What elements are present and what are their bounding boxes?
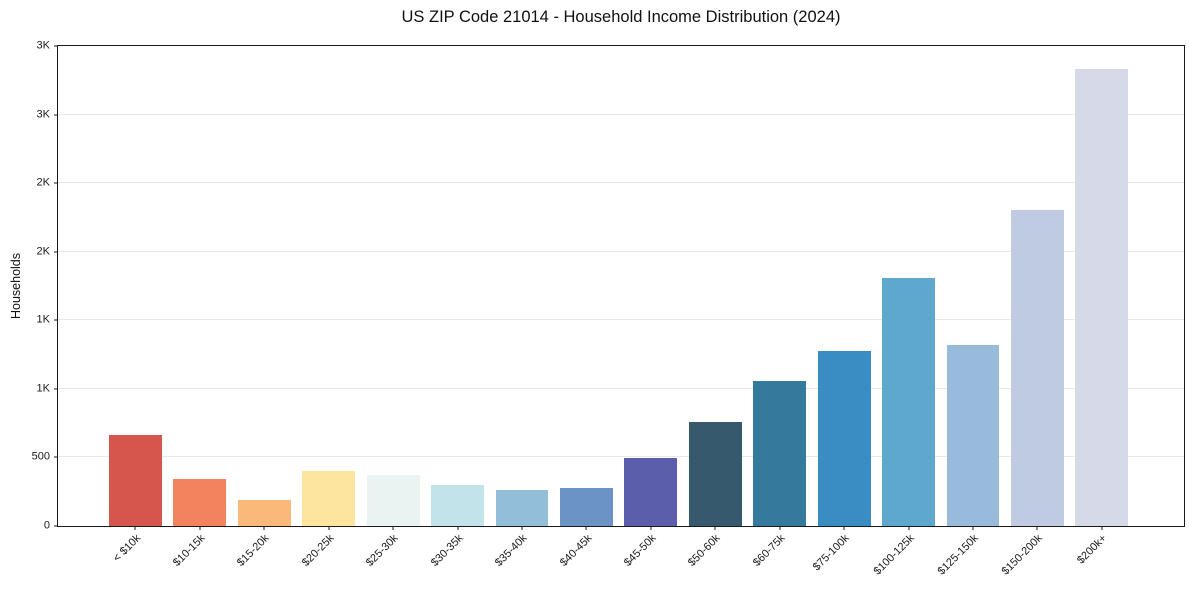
y-tick-mark <box>54 251 58 253</box>
x-tick-label: $200k+ <box>1075 532 1110 567</box>
bar <box>1075 69 1129 526</box>
bar <box>817 351 871 526</box>
bar <box>559 488 613 526</box>
x-tick-mark <box>263 526 265 530</box>
x-tick-mark <box>843 526 845 530</box>
y-tick-mark <box>54 525 58 527</box>
x-tick-label: $125-150k <box>935 532 981 578</box>
x-tick-label: $50-60k <box>686 532 724 569</box>
x-tick-mark <box>199 526 201 530</box>
bar <box>108 434 162 526</box>
gridline <box>58 182 1184 184</box>
bar <box>173 479 227 526</box>
y-tick-label: 3K <box>36 39 50 52</box>
x-tick-mark <box>134 526 136 530</box>
bar <box>431 484 484 526</box>
x-tick-label: $45-50k <box>621 532 659 569</box>
x-tick-mark <box>457 526 459 530</box>
y-tick-label: 2K <box>36 245 50 258</box>
x-tick-label: $150-200k <box>999 532 1046 578</box>
x-tick-label: $35-40k <box>493 532 530 569</box>
x-tick-label: $15-20k <box>235 532 273 569</box>
x-tick-mark <box>1101 526 1103 530</box>
x-tick-mark <box>1036 526 1038 530</box>
y-tick-mark <box>54 456 58 458</box>
y-axis-label: Households <box>9 252 23 320</box>
x-tick-mark <box>585 526 587 530</box>
x-tick-mark <box>972 526 974 530</box>
chart-title: US ZIP Code 21014 - Household Income Dis… <box>401 8 841 26</box>
x-tick-label: $10-15k <box>170 532 208 569</box>
x-tick-mark <box>714 526 716 530</box>
bar <box>946 344 1000 526</box>
bar <box>1010 209 1064 526</box>
x-tick-label: $60-75k <box>750 532 788 569</box>
x-tick-mark <box>779 526 781 530</box>
y-tick-label: 500 <box>31 450 50 463</box>
y-tick-mark <box>54 114 58 116</box>
y-tick-label: 3K <box>36 108 50 121</box>
y-tick-label: 0 <box>43 519 50 532</box>
gridline <box>58 319 1184 321</box>
y-tick-mark <box>54 319 58 321</box>
bar <box>688 422 742 526</box>
x-tick-label: $30-35k <box>428 532 466 569</box>
x-tick-label: $20-25k <box>299 532 337 569</box>
plot-area: 0 500 1K 1K 2K 2K 3K 3K < $10k $10-15k $15-20k $20… <box>32 40 1185 578</box>
bar <box>753 380 807 526</box>
x-tick-mark <box>328 526 330 530</box>
gridline <box>58 387 1184 389</box>
gridline <box>58 456 1184 458</box>
x-tick-mark <box>392 526 394 530</box>
y-tick-label: 1K <box>36 313 50 326</box>
x-tick-mark <box>908 526 910 530</box>
gridline <box>58 250 1184 252</box>
bar <box>624 458 678 526</box>
x-tick-label: < $10k <box>111 532 144 565</box>
x-tick-label: $40-45k <box>557 532 595 569</box>
bar <box>495 489 549 526</box>
y-tick-mark <box>54 388 58 390</box>
bar <box>302 471 356 526</box>
x-tick-label: $100-125k <box>871 532 917 578</box>
bar <box>237 499 291 526</box>
bar <box>366 475 420 526</box>
y-tick-label: 1K <box>36 382 50 395</box>
x-tick-label: $75-100k <box>810 532 852 574</box>
x-tick-mark <box>521 526 523 530</box>
bar <box>882 278 935 526</box>
x-tick-mark <box>650 526 652 530</box>
y-tick-mark <box>54 45 58 47</box>
y-tick-label: 2K <box>36 176 50 189</box>
x-tick-label: $25-30k <box>364 532 401 569</box>
y-tick-mark <box>54 182 58 184</box>
gridline <box>58 113 1184 115</box>
